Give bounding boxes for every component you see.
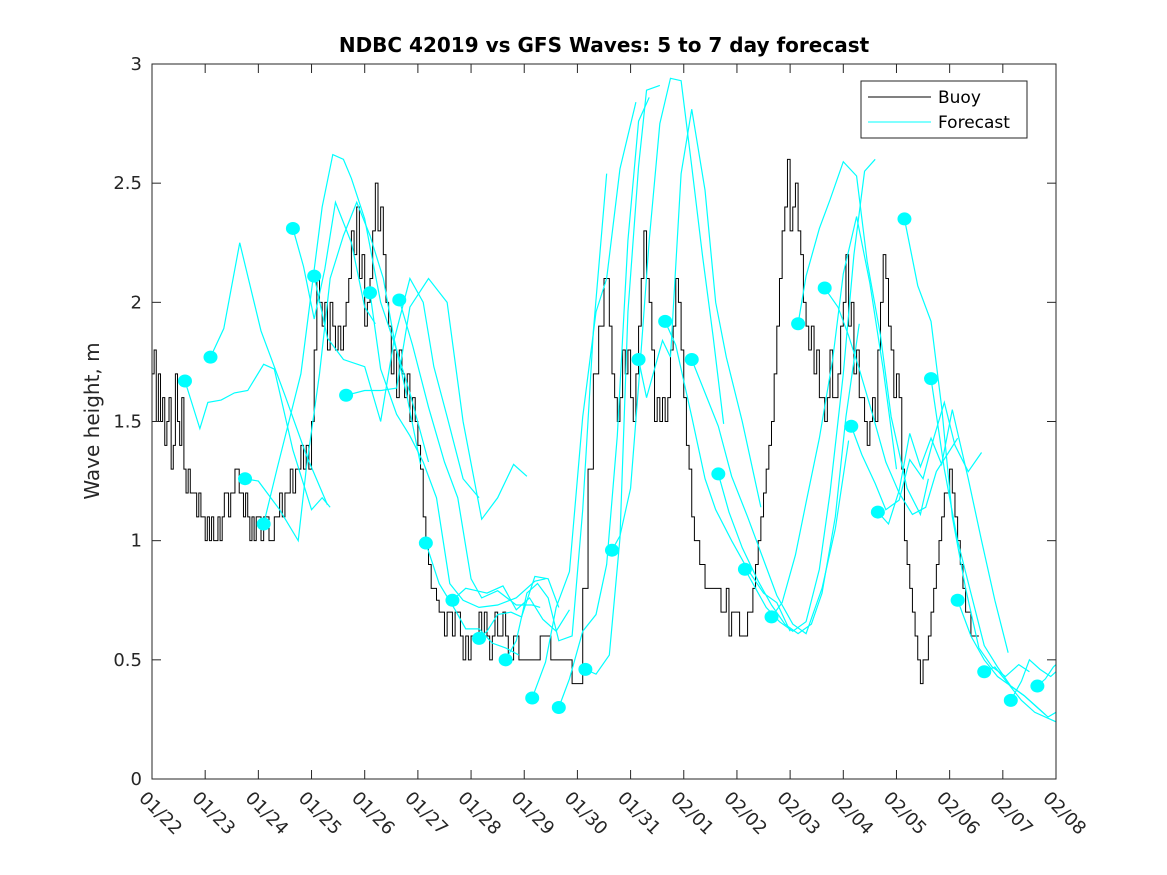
forecast-line [637, 109, 762, 508]
forecast-line [717, 323, 860, 635]
y-tick-label: 2.5 [113, 173, 142, 194]
forecast-line [531, 101, 637, 699]
forecast-line [263, 153, 430, 525]
forecast-start-marker [285, 221, 300, 235]
forecast-start-marker [764, 610, 779, 624]
y-tick-label: 0 [131, 769, 142, 790]
forecast-start-marker [684, 353, 699, 367]
forecast-start-marker [631, 353, 646, 367]
forecast-start-marker [950, 593, 965, 607]
forecast-line [903, 218, 1030, 678]
forecast-start-marker [339, 388, 354, 402]
forecast-start-marker [203, 350, 218, 364]
forecast-line [824, 287, 959, 516]
forecast-start-marker [525, 691, 540, 705]
forecast-line [452, 585, 570, 633]
forecast-line [369, 292, 546, 609]
y-tick-label: 0.5 [113, 650, 142, 671]
forecast-line [478, 575, 560, 639]
legend-forecast-label: Forecast [938, 113, 1010, 133]
forecast-line [244, 200, 422, 543]
forecast-start-marker [711, 467, 726, 481]
buoy-line [152, 158, 979, 685]
forecast-start-marker [551, 701, 566, 714]
forecast-line [611, 77, 725, 551]
chart-title: NDBC 42019 vs GFS Waves: 5 to 7 day fore… [339, 33, 870, 57]
forecast-start-marker [392, 293, 407, 307]
forecast-line [797, 160, 929, 517]
forecast-start-marker [256, 517, 271, 531]
forecast-line [1010, 658, 1056, 701]
forecast-start-marker [870, 505, 885, 519]
forecast-line [345, 277, 528, 521]
legend-buoy-label: Buoy [938, 88, 981, 108]
forecast-start-marker [604, 543, 619, 557]
forecast-start-marker [363, 286, 378, 300]
legend: Buoy Forecast [860, 80, 1028, 139]
legend-box [860, 80, 1028, 139]
forecast-line [425, 542, 520, 656]
forecast-line [184, 363, 331, 511]
forecast-line [850, 400, 983, 511]
forecast-line [983, 666, 1056, 723]
forecast-start-marker [498, 653, 513, 667]
y-tick-label: 3 [131, 54, 142, 75]
forecast-start-marker [1030, 679, 1045, 693]
forecast-start-marker [177, 374, 192, 388]
forecast-line [744, 158, 876, 632]
y-tick-label: 2 [131, 292, 142, 313]
forecast-start-marker [238, 472, 253, 486]
forecast-line [292, 199, 376, 325]
forecast-start-marker [897, 212, 912, 226]
y-tick-label: 1.5 [113, 412, 142, 433]
forecast-start-marker [418, 536, 433, 550]
forecast-start-marker [1003, 693, 1018, 707]
forecast-start-marker [977, 665, 992, 679]
forecast-start-marker [737, 562, 752, 576]
forecast-line [877, 409, 1009, 653]
forecast-start-marker [578, 662, 593, 676]
forecast-start-marker [472, 631, 487, 645]
forecast-start-marker [844, 419, 859, 433]
forecast-line [664, 321, 791, 632]
forecast-line [585, 84, 661, 675]
plot-area [152, 77, 1056, 723]
y-axis-label: Wave height, m [80, 342, 104, 499]
forecast-line [558, 97, 650, 708]
forecast-start-marker [817, 281, 832, 295]
forecast-start-marker [791, 317, 806, 331]
forecast-start-marker [307, 269, 322, 283]
forecast-start-marker [924, 372, 939, 386]
forecast-start-marker [658, 314, 673, 328]
forecast-start-marker [445, 593, 460, 607]
y-tick-label: 1 [131, 531, 142, 552]
forecast-line [209, 242, 329, 506]
forecast-line [771, 216, 898, 618]
